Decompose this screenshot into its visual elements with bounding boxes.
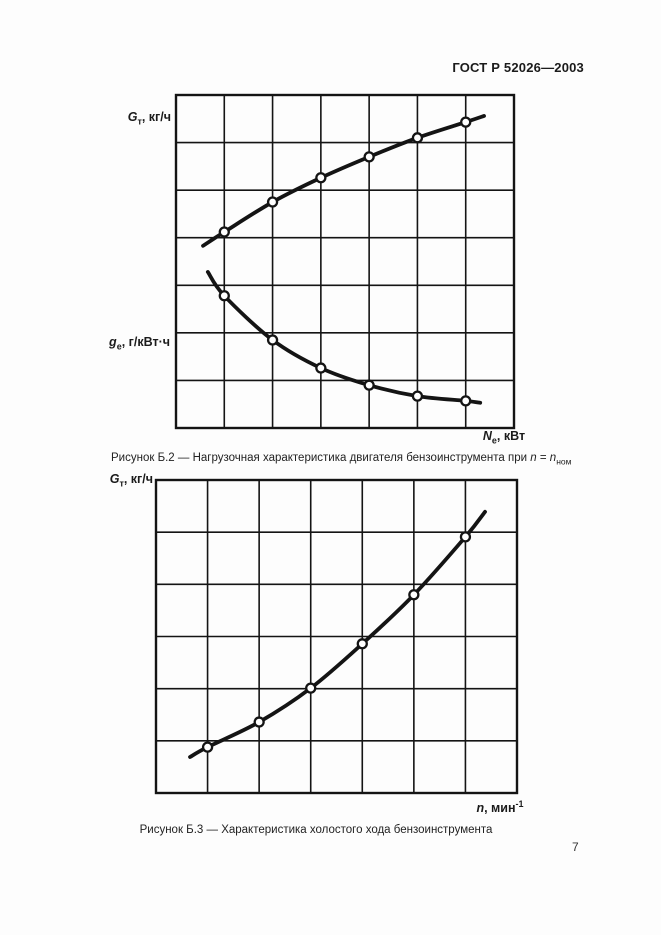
figure-b2-caption: Рисунок Б.2 — Нагрузочная характеристика… xyxy=(111,452,571,466)
idle-characteristic-chart xyxy=(154,478,519,795)
unit-text: , г/кВт·ч xyxy=(121,335,170,349)
unit-text: , кг/ч xyxy=(123,472,153,486)
page-number: 7 xyxy=(572,840,579,854)
unit-text: , кВт xyxy=(496,429,526,443)
caption-text: Рисунок Б.3 — Характеристика холостого х… xyxy=(139,824,493,836)
unit-text: , кг/ч xyxy=(141,110,171,124)
subscript-nominal: ном xyxy=(556,456,572,467)
y-axis-label-fuel-rate-fig-b2: Gт, кг/ч xyxy=(71,110,171,127)
standard-designation: ГОСТ Р 52026—2003 xyxy=(452,60,584,75)
variable-symbol: G xyxy=(127,110,138,124)
unit-text: , мин xyxy=(484,801,516,816)
caption-text: Рисунок Б.2 — Нагрузочная характеристика… xyxy=(111,452,531,464)
y-axis-label-specific-consumption-fig-b2: gе, г/кВт·ч xyxy=(60,335,170,352)
figure-b3-caption: Рисунок Б.3 — Характеристика холостого х… xyxy=(96,824,536,836)
x-axis-label-speed-fig-b3: n, мин-1 xyxy=(464,799,536,815)
variable-symbol: G xyxy=(109,472,120,486)
variable-symbol: N xyxy=(482,429,492,443)
variable-subscript: е xyxy=(491,435,497,446)
exponent: -1 xyxy=(515,799,524,809)
variable-subscript: т xyxy=(119,478,124,489)
x-axis-label-power-fig-b2: Nе, кВт xyxy=(468,429,540,446)
load-characteristic-chart xyxy=(174,93,516,430)
variable-symbol: g xyxy=(109,335,117,349)
variable-n-nominal: n xyxy=(549,452,557,464)
y-axis-label-fuel-rate-fig-b3: Gт, кг/ч xyxy=(53,472,153,489)
variable-subscript: т xyxy=(137,116,142,127)
variable-symbol: n xyxy=(476,801,485,816)
equals-sign: = xyxy=(536,452,550,464)
variable-n: n xyxy=(530,452,537,464)
variable-subscript: е xyxy=(116,341,122,352)
